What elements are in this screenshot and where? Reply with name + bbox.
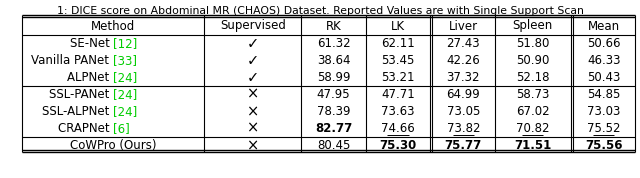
Text: 58.99: 58.99 (317, 71, 350, 84)
Text: 46.33: 46.33 (587, 54, 621, 67)
Text: 38.64: 38.64 (317, 54, 350, 67)
Text: 51.80: 51.80 (516, 37, 549, 50)
Text: Liver: Liver (449, 20, 478, 33)
Text: Spleen: Spleen (513, 20, 553, 33)
Text: [24]: [24] (113, 71, 138, 84)
Text: [6]: [6] (113, 122, 130, 135)
Text: 54.85: 54.85 (587, 88, 621, 101)
Text: RK: RK (326, 20, 341, 33)
Text: 50.66: 50.66 (587, 37, 621, 50)
Text: ×: × (246, 138, 259, 153)
Text: LK: LK (391, 20, 405, 33)
Text: 75.30: 75.30 (380, 139, 417, 152)
Text: ALPNet: ALPNet (67, 71, 113, 84)
Text: 58.73: 58.73 (516, 88, 549, 101)
Text: 73.82: 73.82 (447, 122, 480, 135)
Text: 75.56: 75.56 (585, 139, 623, 152)
Text: 73.03: 73.03 (587, 105, 621, 118)
Text: ✓: ✓ (246, 53, 259, 68)
Text: ×: × (246, 104, 259, 119)
Text: Vanilla PANet: Vanilla PANet (31, 54, 113, 67)
Text: 52.18: 52.18 (516, 71, 549, 84)
Text: ✓: ✓ (246, 70, 259, 85)
Text: ×: × (246, 87, 259, 102)
Text: ✓: ✓ (246, 36, 259, 51)
Text: Vanilla PANet [33]: Vanilla PANet [33] (0, 177, 1, 178)
Text: ALPNet [24]: ALPNet [24] (0, 177, 1, 178)
Text: 27.43: 27.43 (447, 37, 480, 50)
Text: 73.63: 73.63 (381, 105, 415, 118)
Text: SSL-PANet [24]: SSL-PANet [24] (0, 177, 1, 178)
Text: 50.43: 50.43 (587, 71, 621, 84)
Text: [24]: [24] (113, 88, 138, 101)
Text: SSL-ALPNet [24]: SSL-ALPNet [24] (0, 177, 1, 178)
Text: 47.71: 47.71 (381, 88, 415, 101)
Text: [24]: [24] (113, 105, 138, 118)
Text: 71.51: 71.51 (514, 139, 551, 152)
Text: 50.90: 50.90 (516, 54, 549, 67)
Text: CRAPNet: CRAPNet (58, 122, 113, 135)
Text: [33]: [33] (113, 54, 137, 67)
Text: 80.45: 80.45 (317, 139, 350, 152)
Text: 37.32: 37.32 (447, 71, 480, 84)
Text: 67.02: 67.02 (516, 105, 549, 118)
Text: 70.82: 70.82 (516, 122, 549, 135)
Text: SSL-ALPNet: SSL-ALPNet (42, 105, 113, 118)
Text: Supervised: Supervised (220, 20, 286, 33)
Text: 1: DICE score on Abdominal MR (CHAOS) Dataset. Reported Values are with Single S: 1: DICE score on Abdominal MR (CHAOS) Da… (56, 6, 584, 16)
Text: ×: × (246, 121, 259, 136)
Text: 53.45: 53.45 (381, 54, 415, 67)
Text: [12]: [12] (113, 37, 138, 50)
Text: 75.52: 75.52 (587, 122, 621, 135)
Text: 62.11: 62.11 (381, 37, 415, 50)
Text: 78.39: 78.39 (317, 105, 350, 118)
Text: CoWPro (Ours): CoWPro (Ours) (70, 139, 156, 152)
Text: 75.77: 75.77 (445, 139, 482, 152)
Text: 73.05: 73.05 (447, 105, 480, 118)
Text: 82.77: 82.77 (315, 122, 352, 135)
Text: 64.99: 64.99 (447, 88, 480, 101)
Text: Mean: Mean (588, 20, 620, 33)
Text: SE-Net [12]: SE-Net [12] (0, 177, 1, 178)
Text: SE-Net: SE-Net (70, 37, 113, 50)
Text: 42.26: 42.26 (447, 54, 480, 67)
Text: 53.21: 53.21 (381, 71, 415, 84)
Text: 47.95: 47.95 (317, 88, 350, 101)
Text: 74.66: 74.66 (381, 122, 415, 135)
Text: CRAPNet [6]: CRAPNet [6] (0, 177, 1, 178)
Text: 61.32: 61.32 (317, 37, 350, 50)
Text: SSL-PANet: SSL-PANet (49, 88, 113, 101)
Text: Method: Method (91, 20, 135, 33)
